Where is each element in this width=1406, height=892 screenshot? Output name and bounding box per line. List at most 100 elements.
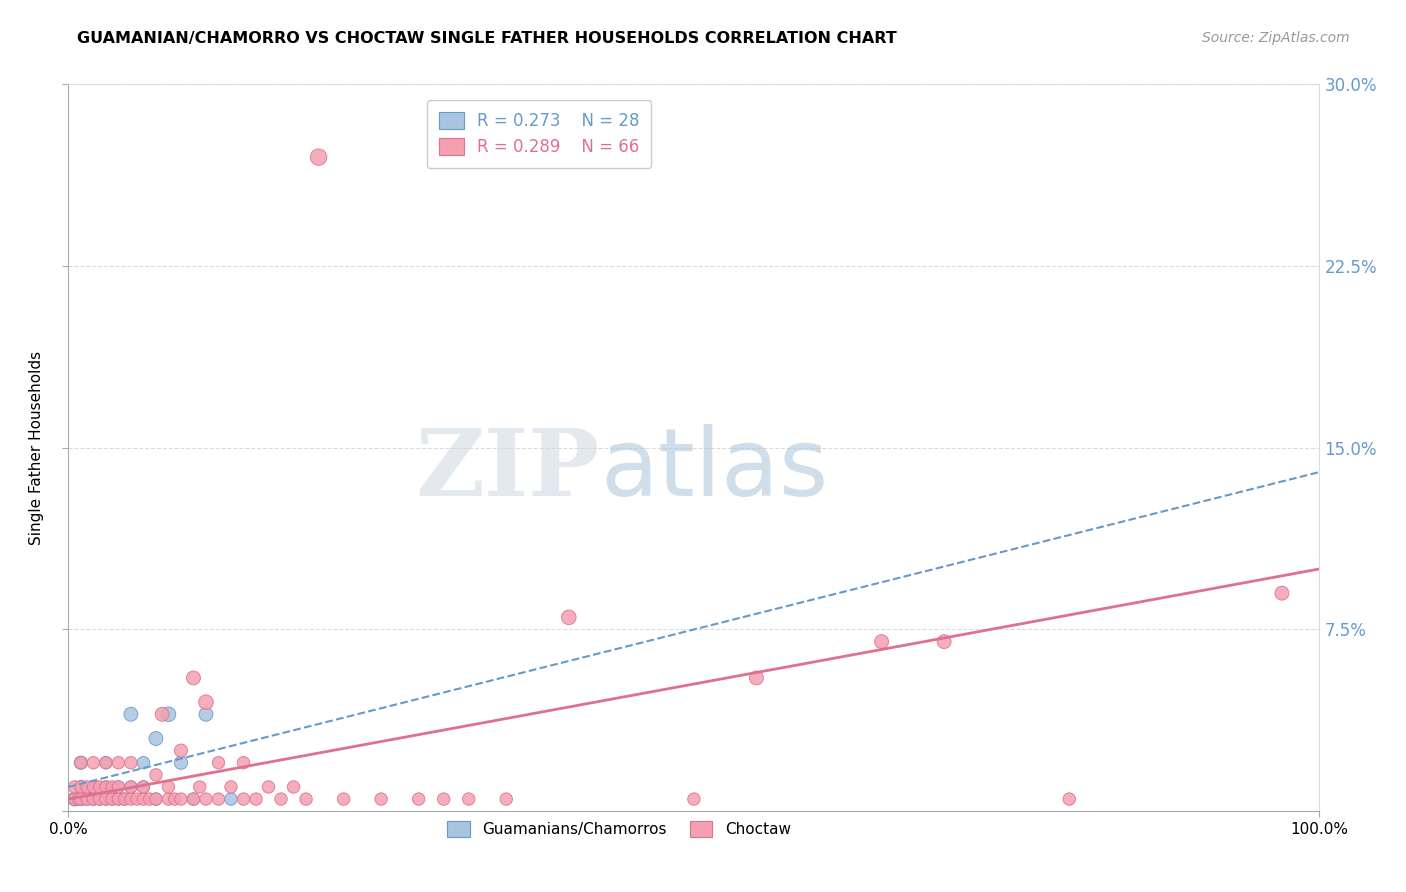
Point	[89, 780, 111, 794]
Point	[114, 792, 136, 806]
Point	[101, 792, 124, 806]
Point	[94, 756, 117, 770]
Point	[1271, 586, 1294, 600]
Point	[745, 671, 768, 685]
Point	[370, 792, 392, 806]
Point	[195, 792, 218, 806]
Point	[94, 756, 117, 770]
Point	[101, 780, 124, 794]
Point	[63, 780, 86, 794]
Point	[89, 792, 111, 806]
Point	[67, 792, 90, 806]
Point	[283, 780, 305, 794]
Point	[683, 792, 706, 806]
Point	[132, 792, 155, 806]
Point	[145, 768, 167, 782]
Point	[82, 780, 104, 794]
Point	[70, 792, 93, 806]
Point	[107, 792, 129, 806]
Point	[94, 792, 117, 806]
Point	[457, 792, 479, 806]
Point	[127, 792, 149, 806]
Point	[408, 792, 430, 806]
Point	[870, 634, 893, 648]
Point	[207, 792, 229, 806]
Point	[183, 792, 205, 806]
Point	[157, 792, 180, 806]
Point	[207, 756, 229, 770]
Point	[232, 792, 254, 806]
Point	[232, 756, 254, 770]
Point	[558, 610, 581, 624]
Point	[70, 792, 93, 806]
Point	[132, 780, 155, 794]
Point	[157, 780, 180, 794]
Point	[138, 792, 160, 806]
Point	[932, 634, 955, 648]
Point	[120, 780, 142, 794]
Point	[70, 756, 93, 770]
Point	[114, 792, 136, 806]
Y-axis label: Single Father Households: Single Father Households	[30, 351, 44, 545]
Point	[308, 150, 330, 164]
Point	[107, 780, 129, 794]
Point	[70, 780, 93, 794]
Point	[145, 731, 167, 746]
Point	[1057, 792, 1080, 806]
Point	[132, 780, 155, 794]
Point	[150, 707, 173, 722]
Point	[219, 792, 242, 806]
Point	[94, 780, 117, 794]
Point	[63, 792, 86, 806]
Point	[82, 792, 104, 806]
Point	[76, 792, 98, 806]
Text: GUAMANIAN/CHAMORRO VS CHOCTAW SINGLE FATHER HOUSEHOLDS CORRELATION CHART: GUAMANIAN/CHAMORRO VS CHOCTAW SINGLE FAT…	[77, 31, 897, 46]
Point	[195, 707, 218, 722]
Point	[76, 780, 98, 794]
Point	[101, 792, 124, 806]
Point	[157, 707, 180, 722]
Point	[132, 756, 155, 770]
Point	[219, 780, 242, 794]
Legend: Guamanians/Chamorros, Choctaw: Guamanians/Chamorros, Choctaw	[441, 815, 797, 844]
Point	[107, 756, 129, 770]
Point	[188, 780, 211, 794]
Point	[89, 792, 111, 806]
Text: atlas: atlas	[600, 424, 828, 516]
Point	[82, 792, 104, 806]
Point	[145, 792, 167, 806]
Point	[183, 671, 205, 685]
Point	[70, 780, 93, 794]
Point	[433, 792, 456, 806]
Point	[257, 780, 280, 794]
Point	[163, 792, 186, 806]
Point	[82, 780, 104, 794]
Point	[120, 707, 142, 722]
Point	[495, 792, 517, 806]
Point	[170, 756, 193, 770]
Point	[245, 792, 267, 806]
Point	[120, 780, 142, 794]
Point	[195, 695, 218, 709]
Point	[70, 756, 93, 770]
Point	[145, 792, 167, 806]
Point	[170, 744, 193, 758]
Point	[120, 756, 142, 770]
Point	[107, 792, 129, 806]
Text: ZIP: ZIP	[416, 425, 600, 515]
Point	[82, 756, 104, 770]
Point	[295, 792, 318, 806]
Point	[82, 792, 104, 806]
Point	[332, 792, 354, 806]
Point	[170, 792, 193, 806]
Point	[94, 780, 117, 794]
Point	[67, 792, 90, 806]
Point	[76, 792, 98, 806]
Point	[94, 792, 117, 806]
Point	[63, 792, 86, 806]
Text: Source: ZipAtlas.com: Source: ZipAtlas.com	[1202, 31, 1350, 45]
Point	[120, 792, 142, 806]
Point	[107, 780, 129, 794]
Point	[183, 792, 205, 806]
Point	[270, 792, 292, 806]
